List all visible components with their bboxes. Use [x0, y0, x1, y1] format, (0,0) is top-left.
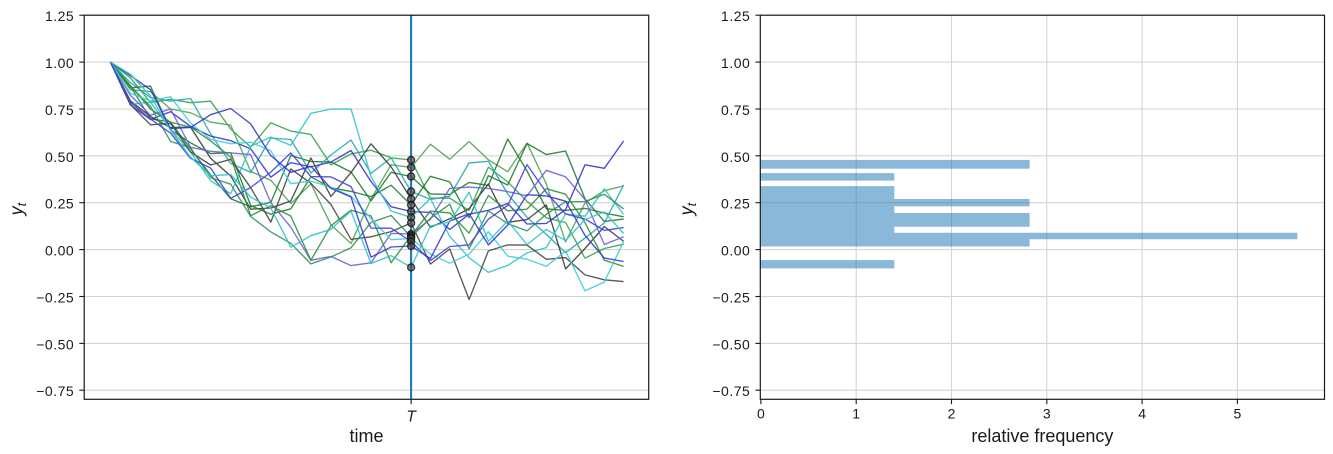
- svg-text:0.25: 0.25: [45, 196, 74, 212]
- svg-text:4: 4: [1138, 405, 1146, 421]
- svg-text:3: 3: [1043, 405, 1051, 421]
- svg-text:time: time: [349, 426, 383, 446]
- svg-text:relative frequency: relative frequency: [971, 426, 1113, 446]
- svg-text:0.50: 0.50: [721, 149, 750, 165]
- svg-text:1.00: 1.00: [721, 55, 750, 71]
- svg-text:0.75: 0.75: [45, 102, 74, 118]
- svg-text:0.00: 0.00: [45, 243, 74, 259]
- svg-text:2: 2: [948, 405, 956, 421]
- svg-text:5: 5: [1234, 405, 1242, 421]
- svg-text:−0.25: −0.25: [36, 290, 74, 306]
- svg-text:0.25: 0.25: [721, 196, 750, 212]
- svg-text:−0.75: −0.75: [712, 383, 750, 399]
- svg-text:−0.25: −0.25: [712, 290, 750, 306]
- svg-text:1: 1: [852, 405, 860, 421]
- svg-text:1.25: 1.25: [721, 8, 750, 24]
- svg-text:0: 0: [757, 405, 765, 421]
- svg-text:1.25: 1.25: [45, 8, 74, 24]
- svg-text:1.00: 1.00: [45, 55, 74, 71]
- svg-text:−0.50: −0.50: [36, 336, 74, 352]
- svg-text:0.75: 0.75: [721, 102, 750, 118]
- svg-text:T: T: [406, 409, 417, 426]
- svg-text:0.50: 0.50: [45, 149, 74, 165]
- svg-text:−0.75: −0.75: [36, 383, 74, 399]
- svg-text:0.00: 0.00: [721, 243, 750, 259]
- svg-text:−0.50: −0.50: [712, 336, 750, 352]
